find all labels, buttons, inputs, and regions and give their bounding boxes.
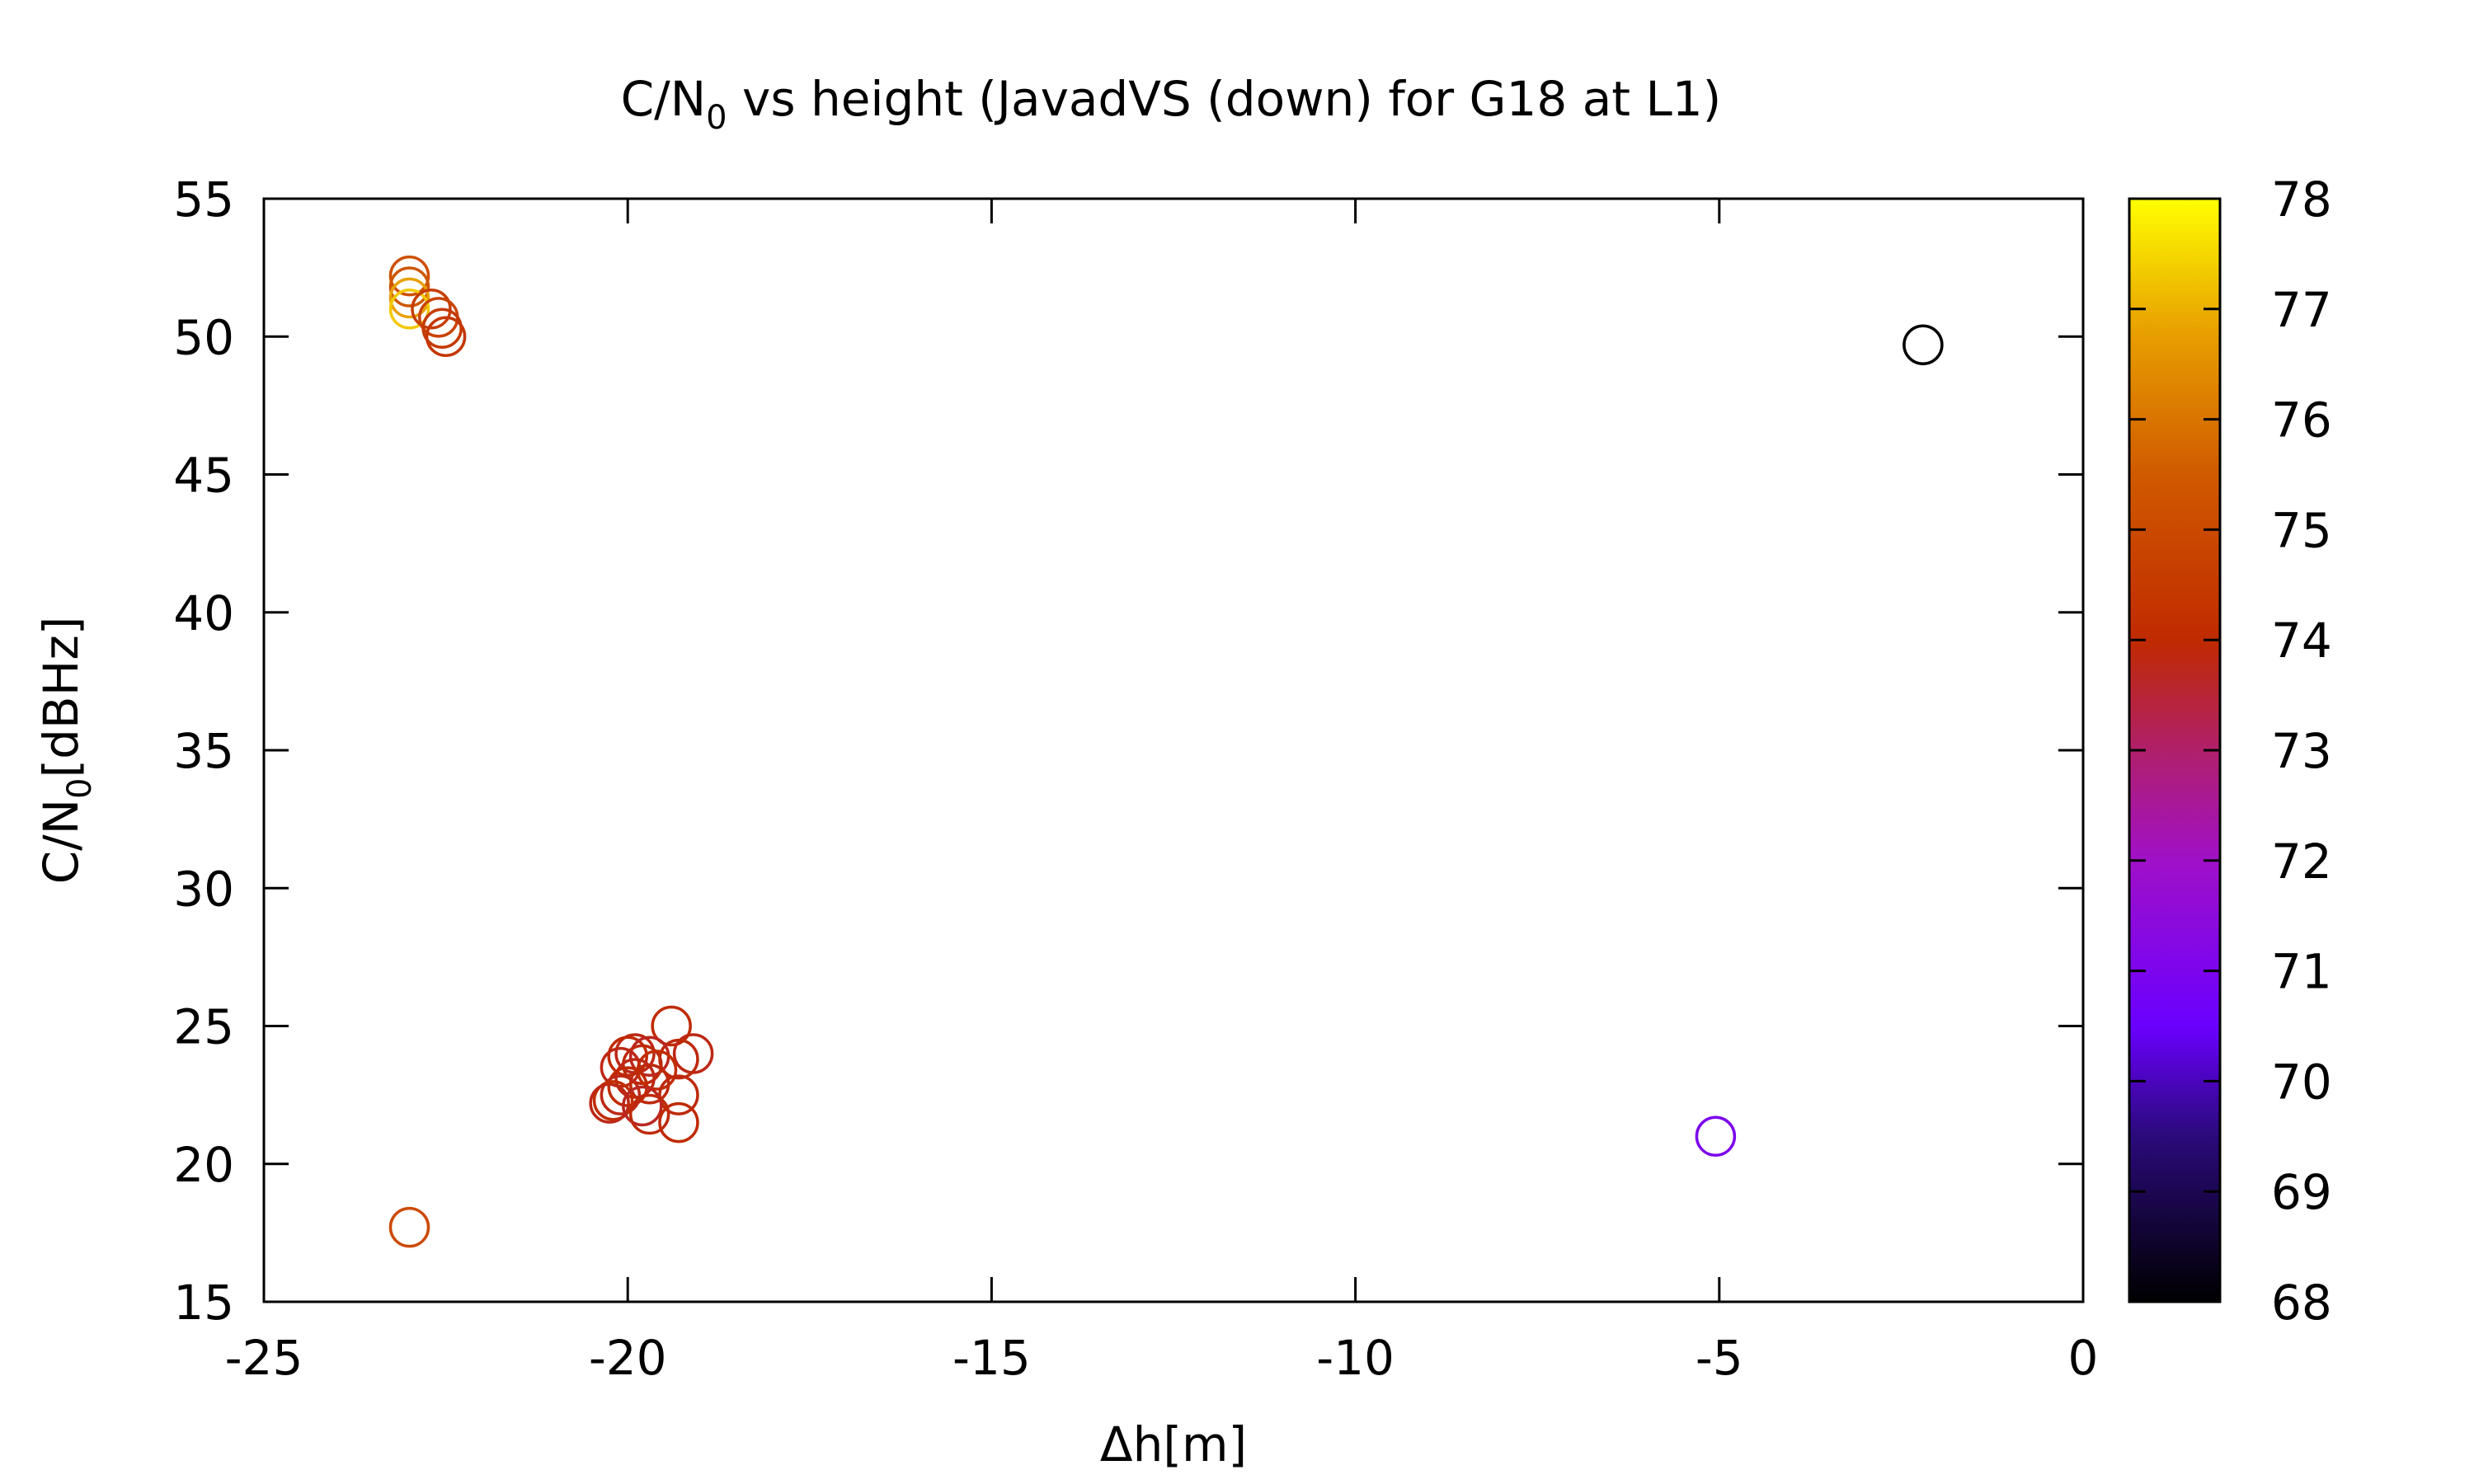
colorbar-tick-label: 70 bbox=[2271, 1054, 2332, 1110]
chart-title: C/N0 vs height (JavadVS (down) for G18 a… bbox=[621, 71, 1722, 137]
colorbar: 68 69 70 71 72 73 74 75 76 77 78 bbox=[2128, 171, 2332, 1331]
colorbar-ticks: 68 69 70 71 72 73 74 75 76 77 78 bbox=[2129, 171, 2332, 1331]
y-tick-label: 40 bbox=[173, 585, 234, 641]
data-point bbox=[411, 289, 452, 330]
data-point bbox=[592, 1080, 634, 1121]
data-point bbox=[589, 1082, 630, 1124]
y-axis-label: C/N0[dBHz] bbox=[33, 617, 99, 885]
data-point bbox=[421, 308, 463, 349]
data-point bbox=[628, 1063, 670, 1105]
data-point bbox=[658, 1101, 699, 1144]
y-tick-label: 45 bbox=[173, 448, 234, 504]
colorbar-tick-label: 69 bbox=[2271, 1164, 2332, 1220]
y-tick-label: 15 bbox=[173, 1275, 234, 1331]
y-tick-label: 20 bbox=[173, 1137, 234, 1193]
data-point bbox=[425, 316, 467, 357]
colorbar-tick-label: 72 bbox=[2271, 834, 2332, 890]
y-tick-label: 25 bbox=[173, 999, 234, 1055]
data-point bbox=[388, 266, 430, 308]
x-axis-ticks: -25 -20 -15 -10 -5 0 bbox=[225, 199, 2099, 1386]
data-point bbox=[388, 255, 430, 297]
data-point bbox=[388, 289, 430, 330]
y-tick-label: 35 bbox=[173, 723, 234, 779]
x-axis-label: Δh[m] bbox=[1100, 1416, 1247, 1472]
colorbar-tick-label: 76 bbox=[2271, 392, 2332, 448]
y-tick-label: 30 bbox=[173, 861, 234, 917]
x-tick-label: -5 bbox=[1696, 1330, 1743, 1386]
data-point bbox=[658, 1074, 699, 1115]
colorbar-tick-label: 78 bbox=[2271, 171, 2332, 228]
data-point bbox=[651, 1005, 692, 1047]
data-point bbox=[1695, 1115, 1737, 1158]
colorbar-tick-label: 68 bbox=[2271, 1275, 2332, 1331]
x-tick-label: -25 bbox=[225, 1330, 303, 1386]
plot-frame bbox=[262, 197, 2085, 1303]
colorbar-tick-label: 77 bbox=[2271, 282, 2332, 338]
x-tick-label: -15 bbox=[952, 1330, 1031, 1386]
x-tick-label: -20 bbox=[589, 1330, 667, 1386]
data-points bbox=[388, 255, 1944, 1248]
data-point bbox=[1903, 324, 1944, 366]
y-tick-label: 50 bbox=[173, 309, 234, 365]
colorbar-tick-label: 71 bbox=[2271, 944, 2332, 1000]
data-point bbox=[388, 277, 430, 319]
colorbar-tick-label: 75 bbox=[2271, 502, 2332, 558]
x-tick-label: -10 bbox=[1316, 1330, 1395, 1386]
data-point bbox=[388, 1206, 430, 1248]
data-point bbox=[622, 1085, 663, 1127]
x-tick-label: 0 bbox=[2068, 1330, 2099, 1386]
y-tick-label: 55 bbox=[173, 171, 234, 228]
data-point bbox=[628, 1093, 670, 1135]
colorbar-tick-label: 73 bbox=[2271, 723, 2332, 779]
y-axis-ticks: 15 20 25 30 35 40 45 50 55 bbox=[173, 171, 2083, 1331]
colorbar-tick-label: 74 bbox=[2271, 613, 2332, 669]
data-point bbox=[600, 1074, 642, 1115]
